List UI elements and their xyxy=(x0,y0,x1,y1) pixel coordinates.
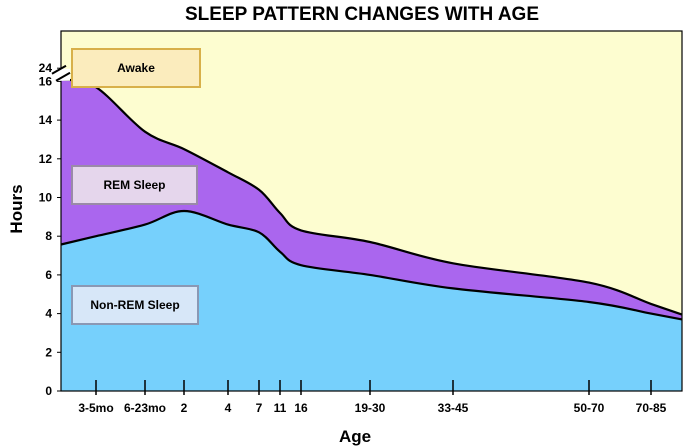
x-axis-title: Age xyxy=(339,427,371,446)
legend-label-awake: Awake xyxy=(117,61,155,75)
x-tick-label: 70-85 xyxy=(636,401,667,415)
x-tick-label: 50-70 xyxy=(574,401,605,415)
y-tick-label: 24 xyxy=(39,61,53,75)
y-tick-label: 0 xyxy=(45,384,52,398)
x-tick-label: 19-30 xyxy=(355,401,386,415)
legend-label-non-rem-sleep: Non-REM Sleep xyxy=(90,298,179,312)
y-tick-label: 10 xyxy=(39,191,53,205)
y-tick-label: 4 xyxy=(45,307,52,321)
legend-box-non-rem-sleep xyxy=(71,285,199,325)
legend-box-rem-sleep xyxy=(71,165,198,205)
y-tick-label: 2 xyxy=(45,345,52,359)
x-tick-label: 2 xyxy=(181,401,188,415)
x-tick-label: 6-23mo xyxy=(124,401,166,415)
y-tick-label: 12 xyxy=(39,152,53,166)
axis-break-mark xyxy=(51,64,67,75)
y-tick-label: 8 xyxy=(45,229,52,243)
x-tick-label: 3-5mo xyxy=(78,401,113,415)
y-tick-label: 14 xyxy=(39,113,53,127)
line-non-rem-sleep xyxy=(60,209,683,321)
plot-frame xyxy=(60,30,683,392)
x-tick-label: 33-45 xyxy=(438,401,469,415)
y-tick-label: 16 xyxy=(39,74,53,88)
legend-label-rem-sleep: REM Sleep xyxy=(103,178,165,192)
legend-box-awake xyxy=(71,48,201,88)
x-tick-label: 16 xyxy=(294,401,308,415)
area-non-rem-sleep xyxy=(61,211,682,391)
line-total-sleep xyxy=(60,78,683,316)
chart-title: SLEEP PATTERN CHANGES WITH AGE xyxy=(185,4,539,25)
x-tick-label: 11 xyxy=(274,401,287,415)
x-tick-label: 7 xyxy=(256,401,263,415)
y-axis-title: Hours xyxy=(7,184,26,233)
axis-break-mark xyxy=(55,71,71,82)
y-tick-label: 6 xyxy=(45,268,52,282)
x-tick-label: 4 xyxy=(225,401,232,415)
